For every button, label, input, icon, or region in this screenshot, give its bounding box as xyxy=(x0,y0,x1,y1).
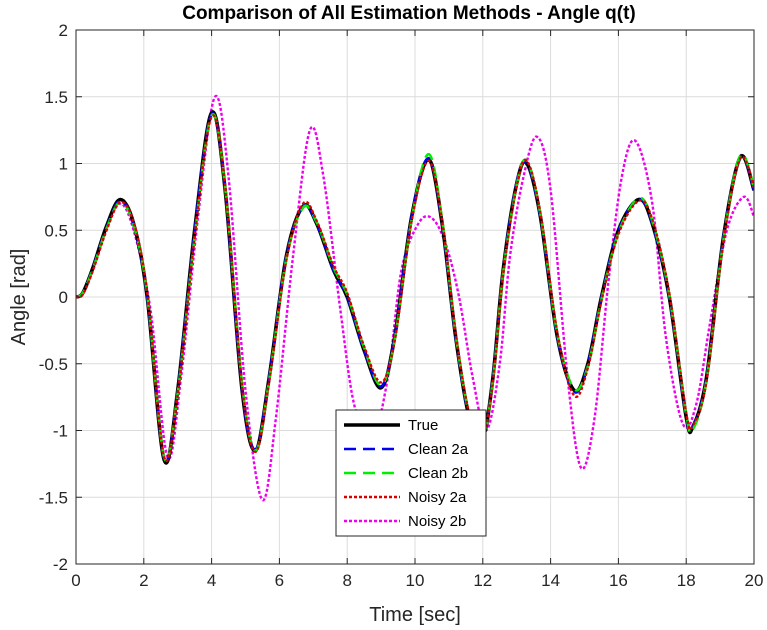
y-tick-label: 0.5 xyxy=(44,221,68,240)
y-tick-label: -0.5 xyxy=(39,355,68,374)
legend-label-clean-2b: Clean 2b xyxy=(408,465,468,482)
legend: True Clean 2a Clean 2b Noisy 2a Noisy 2b xyxy=(335,409,487,537)
legend-box xyxy=(335,409,487,537)
y-tick-label: -2 xyxy=(53,555,68,574)
x-tick-label: 2 xyxy=(139,571,148,590)
x-tick-label: 6 xyxy=(275,571,284,590)
y-tick-label: 2 xyxy=(59,21,68,40)
x-tick-label: 10 xyxy=(406,571,425,590)
x-tick-label: 4 xyxy=(207,571,216,590)
series-line-noisy-2a xyxy=(76,114,754,462)
y-tick-label: -1.5 xyxy=(39,488,68,507)
y-tick-label: 1 xyxy=(59,155,68,174)
legend-label-noisy-2b: Noisy 2b xyxy=(408,513,466,530)
series-group xyxy=(76,94,754,502)
x-tick-label: 20 xyxy=(745,571,764,590)
chart-title: Comparison of All Estimation Methods - A… xyxy=(182,3,636,24)
y-tick-label: -1 xyxy=(53,422,68,441)
x-tick-label: 14 xyxy=(541,571,560,590)
x-tick-label: 12 xyxy=(473,571,492,590)
x-axis-label: Time [sec] xyxy=(369,604,461,626)
legend-label-clean-2a: Clean 2a xyxy=(408,441,469,458)
x-tick-label: 16 xyxy=(609,571,628,590)
legend-label-true: True xyxy=(408,417,438,434)
legend-label-noisy-2a: Noisy 2a xyxy=(408,489,467,506)
y-axis-label: Angle [rad] xyxy=(8,249,30,346)
x-tick-label: 0 xyxy=(71,571,80,590)
y-tick-label: 0 xyxy=(59,288,68,307)
y-tick-label: 1.5 xyxy=(44,88,68,107)
ticks: 0 2 4 6 8 10 12 14 16 18 20 -2 -1.5 -1 -0.5 0 0.5 1 1.5 2 xyxy=(39,21,764,590)
x-tick-label: 8 xyxy=(342,571,351,590)
x-tick-label: 18 xyxy=(677,571,696,590)
